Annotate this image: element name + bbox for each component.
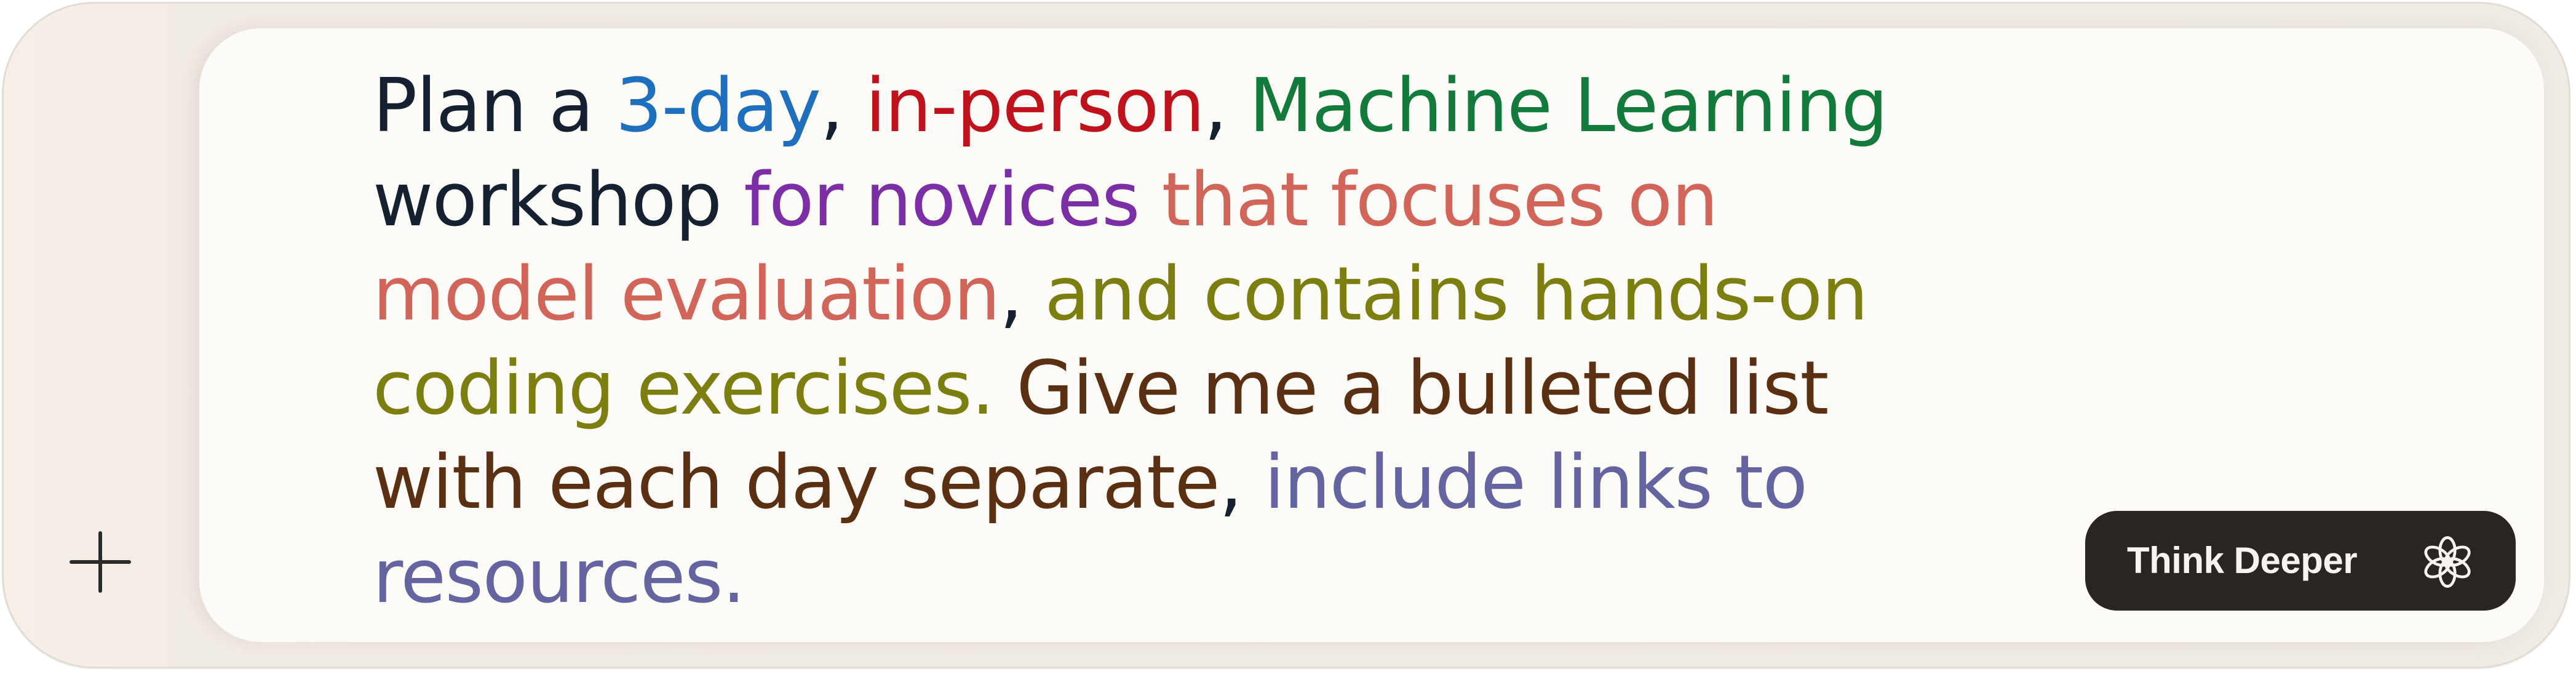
prompt-segment: , bbox=[820, 63, 865, 149]
flower-knot-icon bbox=[2419, 533, 2476, 591]
think-deeper-button[interactable]: Think Deeper bbox=[2085, 511, 2516, 611]
prompt-segment: resources. bbox=[373, 534, 745, 620]
prompt-segment: for novices bbox=[744, 158, 1140, 243]
prompt-segment: , bbox=[1218, 440, 1265, 526]
prompt-text[interactable]: Plan a 3-day, in-person, Machine Learnin… bbox=[373, 59, 1910, 624]
prompt-segment: Give me a bulleted list bbox=[1016, 346, 1829, 431]
prompt-line: with each day separate, include links to bbox=[373, 436, 1910, 530]
prompt-line: model evaluation, and contains hands-on bbox=[373, 247, 1910, 342]
prompt-segment: in-person bbox=[865, 63, 1205, 149]
prompt-segment: and contains hands-on bbox=[1044, 252, 1868, 337]
prompt-segment: , bbox=[1204, 63, 1249, 149]
prompt-line: resources. bbox=[373, 530, 1910, 624]
prompt-line: workshop for novices that focuses on bbox=[373, 153, 1910, 247]
prompt-segment: Plan a bbox=[373, 63, 616, 149]
prompt-segment: coding exercises. bbox=[373, 346, 995, 431]
prompt-segment: 3-day bbox=[615, 63, 821, 149]
prompt-segment bbox=[1139, 158, 1162, 243]
prompt-segment: workshop bbox=[373, 158, 744, 243]
prompt-segment: include links to bbox=[1264, 440, 1808, 526]
plus-icon bbox=[70, 531, 131, 593]
prompt-segment: that focuses on bbox=[1161, 158, 1719, 243]
prompt-line: coding exercises. Give me a bulleted lis… bbox=[373, 342, 1910, 436]
prompt-segment bbox=[994, 346, 1017, 431]
add-button[interactable] bbox=[60, 522, 140, 602]
think-deeper-label: Think Deeper bbox=[2127, 540, 2358, 581]
prompt-line: Plan a 3-day, in-person, Machine Learnin… bbox=[373, 59, 1910, 153]
prompt-segment: Machine Learning bbox=[1249, 63, 1888, 149]
prompt-segment: model evaluation bbox=[373, 252, 1000, 337]
prompt-segment: with each day separate bbox=[373, 440, 1220, 526]
prompt-segment: , bbox=[999, 252, 1045, 337]
